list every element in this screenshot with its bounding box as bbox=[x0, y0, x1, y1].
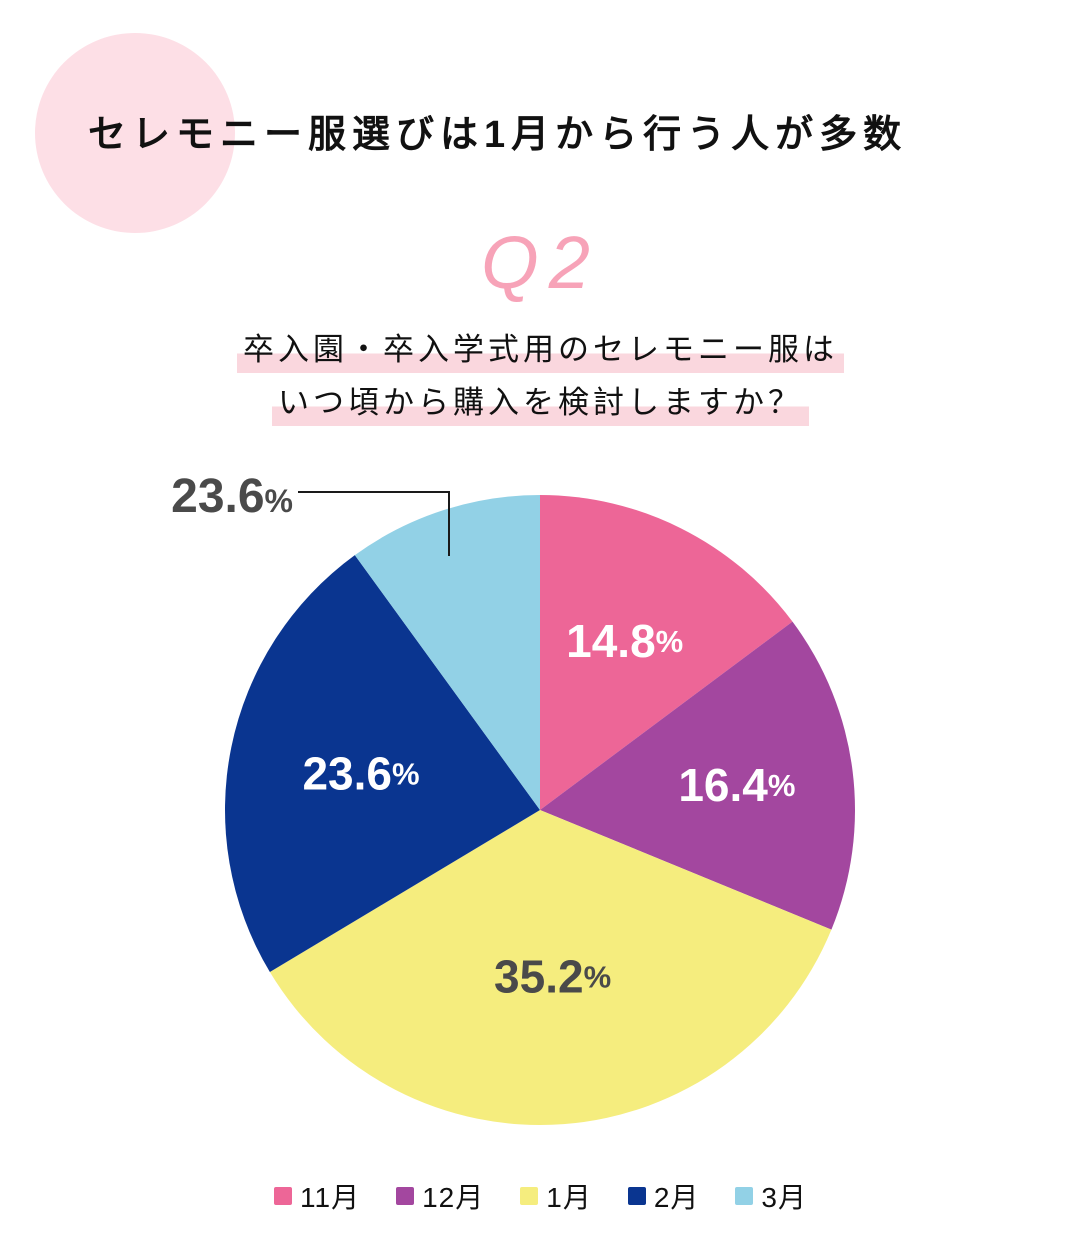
legend-item-2月: 2月 bbox=[627, 1176, 700, 1216]
survey-question-line-2: いつ頃から購入を検討しますか？ bbox=[272, 385, 809, 426]
legend-swatch-11月 bbox=[274, 1187, 293, 1205]
survey-question: 卒入園・卒入学式用のセレモニー服は いつ頃から購入を検討しますか？ bbox=[0, 332, 1081, 438]
pie-slice-2月 bbox=[225, 555, 540, 973]
pie-slice-12月 bbox=[540, 621, 855, 930]
pie-label-2月: 23.6% bbox=[302, 748, 419, 800]
legend-swatch-1月 bbox=[520, 1187, 539, 1205]
pie-label-11月: 14.8% bbox=[566, 615, 683, 667]
legend-label-12月: 12月 bbox=[422, 1182, 485, 1213]
survey-question-line-1: 卒入園・卒入学式用のセレモニー服は bbox=[237, 332, 844, 373]
chart-legend: 11月 12月 1月 2月 3月 bbox=[0, 1176, 1081, 1216]
question-number: Q2 bbox=[481, 221, 600, 304]
legend-item-3月: 3月 bbox=[735, 1176, 807, 1216]
legend-swatch-3月 bbox=[735, 1187, 754, 1205]
legend-label-3月: 3月 bbox=[761, 1182, 807, 1213]
pie-slice-11月 bbox=[540, 495, 793, 810]
legend-swatch-12月 bbox=[396, 1187, 415, 1205]
pie-slice-3月 bbox=[354, 495, 540, 810]
legend-item-12月: 12月 bbox=[396, 1176, 484, 1216]
pie-label-3月: 23.6% bbox=[171, 470, 293, 523]
pie-label-1月: 35.2% bbox=[494, 951, 611, 1003]
label-leader-line bbox=[298, 491, 450, 556]
pie-slice-1月 bbox=[269, 810, 832, 1126]
legend-item-11月: 11月 bbox=[274, 1176, 360, 1216]
page-title: セレモニー服選びは1月から行う人が多数 bbox=[88, 114, 908, 156]
legend-label-1月: 1月 bbox=[546, 1182, 592, 1213]
legend-label-2月: 2月 bbox=[653, 1182, 700, 1213]
pie-label-12月: 16.4% bbox=[678, 759, 795, 811]
accent-circle bbox=[35, 33, 235, 233]
legend-item-1月: 1月 bbox=[520, 1176, 592, 1216]
legend-swatch-2月 bbox=[627, 1187, 646, 1205]
legend-label-11月: 11月 bbox=[300, 1182, 361, 1213]
